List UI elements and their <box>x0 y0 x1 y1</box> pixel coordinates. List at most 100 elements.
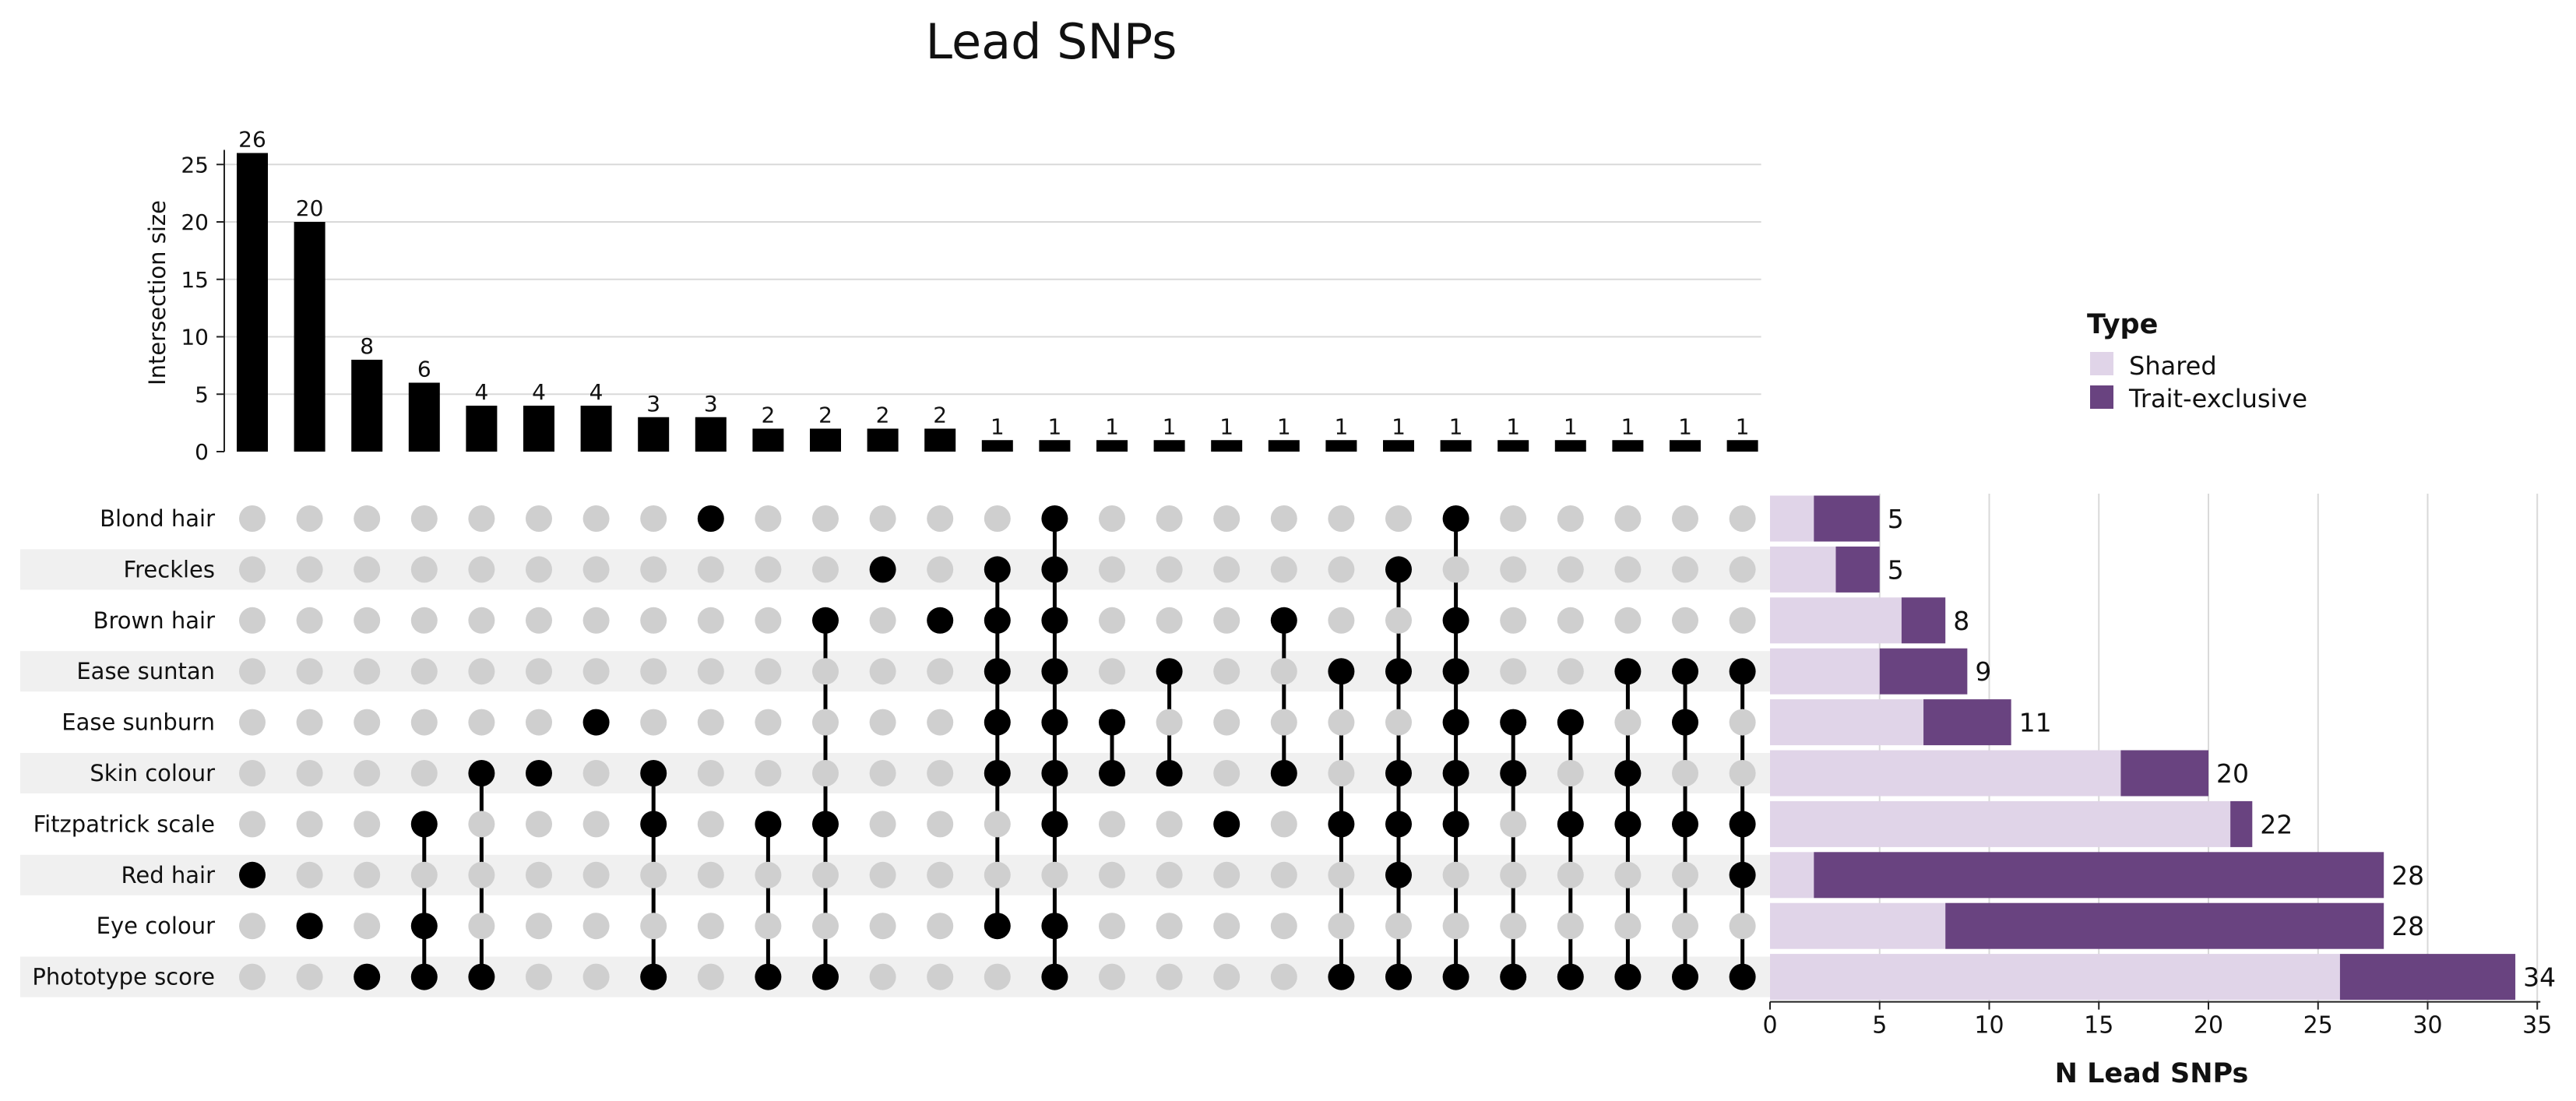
set-total-label: 34 <box>2523 962 2556 993</box>
intersection-axis-label: Intersection size <box>144 200 171 385</box>
matrix-dot-inactive <box>1500 913 1527 940</box>
intersection-bar-label: 1 <box>1736 413 1750 439</box>
matrix-dot-inactive <box>1500 505 1527 532</box>
intersection-bar <box>810 428 841 452</box>
intersection-bar-label: 4 <box>474 379 488 405</box>
legend: Type Shared Trait-exclusive <box>2087 309 2307 413</box>
matrix-dot-inactive <box>296 760 323 786</box>
intersection-bar-label: 1 <box>1621 413 1635 439</box>
set-bar-trait-exclusive <box>1835 546 1880 593</box>
intersection-bar <box>1554 440 1586 452</box>
right-axis-tick-label: 0 <box>1762 1012 1777 1039</box>
matrix-dot-inactive <box>755 607 782 634</box>
matrix-dot-active <box>1500 709 1527 736</box>
matrix-dot-inactive <box>697 963 724 990</box>
set-total-label: 5 <box>1888 554 1904 585</box>
intersection-bar <box>1211 440 1243 452</box>
matrix-dot-inactive <box>640 556 667 583</box>
matrix-dot-inactive <box>1614 709 1642 736</box>
intersection-bar-label: 4 <box>589 379 604 405</box>
matrix-dot-inactive <box>354 811 381 838</box>
intersection-bar <box>1039 440 1071 452</box>
matrix-dot-inactive <box>1500 811 1527 838</box>
matrix-dot-inactive <box>1672 913 1698 940</box>
matrix-dot-inactive <box>526 811 552 838</box>
matrix-dot-inactive <box>927 861 954 888</box>
matrix-dot-inactive <box>697 556 724 583</box>
set-bar-shared <box>1770 902 1946 949</box>
right-axis-tick-label: 25 <box>2303 1012 2333 1039</box>
matrix-dot-inactive <box>239 556 266 583</box>
set-bar-trait-exclusive <box>1814 495 1880 542</box>
matrix-dot-inactive <box>1442 913 1469 940</box>
matrix-dot-active <box>468 760 495 786</box>
matrix-dot-inactive <box>410 505 438 532</box>
matrix-dot-inactive <box>640 913 667 940</box>
matrix-dot-inactive <box>526 556 552 583</box>
matrix-dot-inactive <box>1270 861 1297 888</box>
matrix-dot-inactive <box>1672 861 1698 888</box>
matrix-dot-active <box>1672 658 1698 685</box>
matrix-dot-inactive <box>1156 709 1183 736</box>
matrix-dot-inactive <box>1500 556 1527 583</box>
matrix-dot-active <box>410 963 438 990</box>
matrix-dot-active <box>1385 811 1412 838</box>
matrix-dot-inactive <box>1557 607 1584 634</box>
matrix-dot-inactive <box>410 709 438 736</box>
matrix-dot-inactive <box>1270 913 1297 940</box>
matrix-dot-active <box>1442 709 1469 736</box>
intersection-bar-label: 1 <box>1506 413 1520 439</box>
matrix-dot-inactive <box>869 861 896 888</box>
intersection-bar <box>466 406 498 452</box>
right-axis-tick-label: 10 <box>1974 1012 2004 1039</box>
matrix-dot-active <box>1500 963 1527 990</box>
intersection-bar <box>1268 440 1300 452</box>
matrix-dot-active <box>1614 811 1642 838</box>
right-axis-tick-label: 5 <box>1872 1012 1887 1039</box>
matrix-dot-inactive <box>1156 913 1183 940</box>
matrix-dot-inactive <box>640 861 667 888</box>
matrix-dot-active <box>582 709 610 736</box>
set-label-blond-hair: Blond hair <box>100 505 215 532</box>
matrix-dot-active <box>1672 963 1698 990</box>
set-total-label: 28 <box>2391 911 2424 941</box>
matrix-dot-active <box>1328 963 1355 990</box>
matrix-dot-active <box>354 963 381 990</box>
matrix-dot-inactive <box>296 607 323 634</box>
set-total-label: 9 <box>1975 656 1991 687</box>
set-label-phototype-score: Phototype score <box>32 964 215 990</box>
intersection-bar <box>1153 440 1185 452</box>
matrix-dot-active <box>468 963 495 990</box>
matrix-dot-active <box>1041 658 1068 685</box>
set-bar-shared <box>1770 597 1902 644</box>
matrix-dot-inactive <box>582 505 610 532</box>
matrix-dot-inactive <box>1557 556 1584 583</box>
matrix-dot-active <box>1729 811 1756 838</box>
set-total-label: 22 <box>2260 809 2293 839</box>
matrix-dot-inactive <box>697 709 724 736</box>
intersection-bar-label: 1 <box>991 413 1005 439</box>
set-size-bars: 5 5 89 11 20 22 28 28 34 <box>1770 495 2556 1001</box>
matrix-dot-inactive <box>1099 505 1125 532</box>
matrix-dot-inactive <box>869 811 896 838</box>
matrix-dot-inactive <box>1270 963 1297 990</box>
matrix-dot-active <box>984 709 1011 736</box>
matrix-dot-inactive <box>1156 963 1183 990</box>
intersection-bar-label: 6 <box>417 357 431 382</box>
matrix-dot-active <box>812 607 839 634</box>
matrix-dot-inactive <box>1557 760 1584 786</box>
matrix-dot-inactive <box>526 658 552 685</box>
matrix-dot-inactive <box>1442 556 1469 583</box>
matrix-dot-inactive <box>1729 505 1756 532</box>
intersection-bar-label: 8 <box>360 333 374 359</box>
matrix-dot-inactive <box>582 913 610 940</box>
matrix-dot-inactive <box>697 607 724 634</box>
set-bar-trait-exclusive <box>2230 800 2253 847</box>
matrix-dot-active <box>697 505 724 532</box>
matrix-dot-inactive <box>1270 709 1297 736</box>
intersection-bar <box>752 428 784 452</box>
matrix-dot-inactive <box>1328 607 1355 634</box>
matrix-dot-inactive <box>1213 658 1240 685</box>
matrix-dot-inactive <box>354 861 381 888</box>
matrix-dot-inactive <box>1729 556 1756 583</box>
